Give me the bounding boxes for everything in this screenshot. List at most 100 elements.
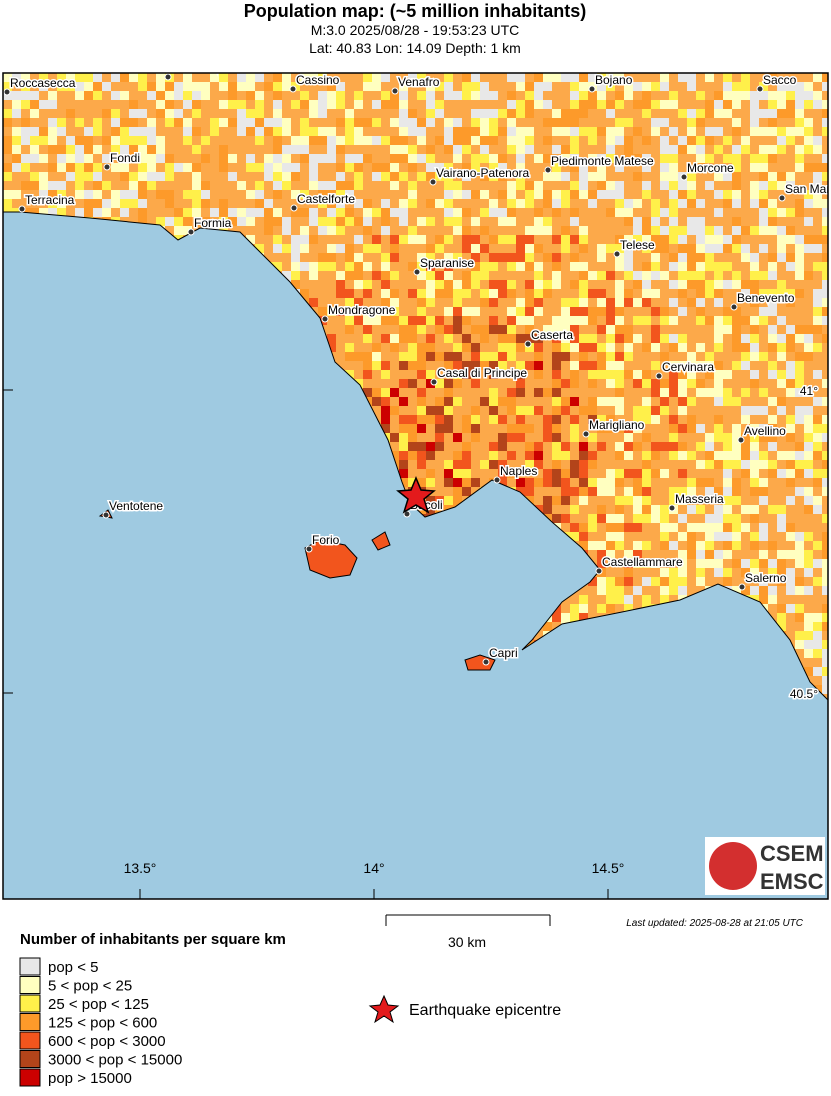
pop-cell	[165, 118, 174, 127]
pop-cell	[795, 604, 804, 613]
pop-cell	[129, 181, 138, 190]
pop-cell	[516, 100, 525, 109]
pop-cell	[687, 280, 696, 289]
pop-cell	[372, 271, 381, 280]
pop-cell	[705, 100, 714, 109]
pop-cell	[417, 352, 426, 361]
pop-cell	[534, 100, 543, 109]
pop-cell	[723, 307, 732, 316]
pop-cell	[543, 325, 552, 334]
pop-cell	[489, 316, 498, 325]
pop-cell	[642, 262, 651, 271]
pop-cell	[489, 118, 498, 127]
pop-cell	[318, 253, 327, 262]
pop-cell	[714, 280, 723, 289]
pop-cell	[129, 118, 138, 127]
pop-cell	[723, 316, 732, 325]
pop-cell	[768, 127, 777, 136]
pop-cell	[750, 190, 759, 199]
pop-cell	[768, 361, 777, 370]
pop-cell	[741, 334, 750, 343]
pop-cell	[489, 235, 498, 244]
pop-cell	[147, 163, 156, 172]
pop-cell	[606, 577, 615, 586]
pop-cell	[759, 388, 768, 397]
pop-cell	[399, 172, 408, 181]
pop-cell	[453, 127, 462, 136]
pop-cell	[687, 397, 696, 406]
pop-cell	[129, 172, 138, 181]
pop-cell	[606, 541, 615, 550]
pop-cell	[597, 253, 606, 262]
pop-cell	[552, 127, 561, 136]
pop-cell	[597, 190, 606, 199]
pop-cell	[534, 217, 543, 226]
pop-cell	[408, 73, 417, 82]
pop-cell	[804, 91, 813, 100]
pop-cell	[678, 370, 687, 379]
pop-cell	[759, 181, 768, 190]
pop-cell	[66, 172, 75, 181]
pop-cell	[687, 523, 696, 532]
pop-cell	[822, 316, 828, 325]
pop-cell	[354, 163, 363, 172]
pop-cell	[525, 280, 534, 289]
pop-cell	[408, 352, 417, 361]
pop-cell	[552, 163, 561, 172]
pop-cell	[426, 172, 435, 181]
pop-cell	[795, 388, 804, 397]
pop-cell	[768, 91, 777, 100]
pop-cell	[624, 550, 633, 559]
pop-cell	[426, 91, 435, 100]
pop-cell	[714, 316, 723, 325]
pop-cell	[525, 460, 534, 469]
pop-cell	[750, 271, 759, 280]
pop-cell	[696, 361, 705, 370]
pop-cell	[768, 217, 777, 226]
pop-cell	[822, 685, 828, 694]
pop-cell	[786, 235, 795, 244]
pop-cell	[237, 100, 246, 109]
pop-cell	[273, 262, 282, 271]
pop-cell	[489, 154, 498, 163]
pop-cell	[417, 478, 426, 487]
pop-cell	[363, 289, 372, 298]
pop-cell	[489, 199, 498, 208]
pop-cell	[615, 505, 624, 514]
pop-cell	[408, 289, 417, 298]
pop-cell	[408, 451, 417, 460]
pop-cell	[435, 505, 444, 514]
pop-cell	[597, 577, 606, 586]
pop-cell	[570, 532, 579, 541]
pop-cell	[534, 352, 543, 361]
pop-cell	[750, 91, 759, 100]
pop-cell	[606, 397, 615, 406]
pop-cell	[435, 406, 444, 415]
pop-cell	[651, 442, 660, 451]
pop-cell	[723, 532, 732, 541]
pop-cell	[444, 136, 453, 145]
pop-cell	[615, 388, 624, 397]
pop-cell	[453, 298, 462, 307]
pop-cell	[246, 235, 255, 244]
pop-cell	[183, 136, 192, 145]
pop-cell	[579, 190, 588, 199]
pop-cell	[390, 307, 399, 316]
pop-cell	[714, 262, 723, 271]
pop-cell	[435, 163, 444, 172]
pop-cell	[327, 145, 336, 154]
pop-cell	[660, 352, 669, 361]
pop-cell	[813, 325, 822, 334]
pop-cell	[795, 415, 804, 424]
pop-cell	[327, 343, 336, 352]
pop-cell	[579, 316, 588, 325]
pop-cell	[795, 262, 804, 271]
pop-cell	[624, 577, 633, 586]
pop-cell	[570, 73, 579, 82]
pop-cell	[516, 361, 525, 370]
pop-cell	[669, 217, 678, 226]
pop-cell	[471, 343, 480, 352]
pop-cell	[714, 559, 723, 568]
pop-cell	[3, 190, 12, 199]
pop-cell	[813, 145, 822, 154]
